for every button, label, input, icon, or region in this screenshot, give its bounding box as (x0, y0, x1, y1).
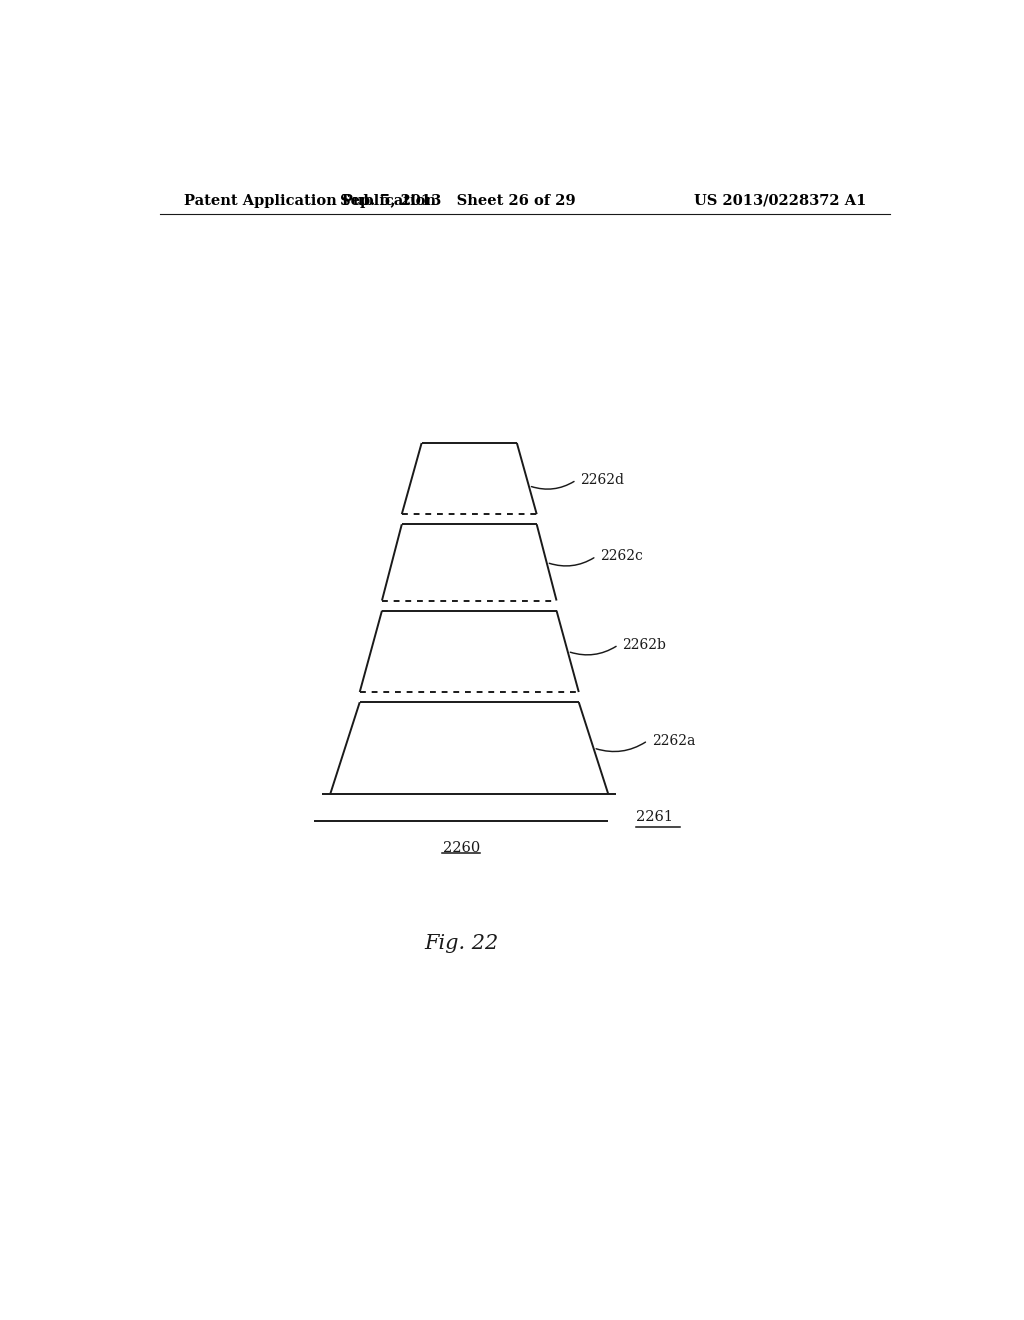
Text: 2261: 2261 (636, 810, 673, 824)
Text: Fig. 22: Fig. 22 (424, 933, 499, 953)
Text: 2262b: 2262b (623, 638, 667, 652)
Text: 2260: 2260 (442, 841, 480, 855)
Text: US 2013/0228372 A1: US 2013/0228372 A1 (693, 194, 866, 209)
Text: 2262d: 2262d (581, 473, 625, 487)
Text: Patent Application Publication: Patent Application Publication (183, 194, 435, 209)
Text: 2262c: 2262c (600, 549, 643, 564)
Text: 2262a: 2262a (652, 734, 695, 747)
Text: Sep. 5, 2013   Sheet 26 of 29: Sep. 5, 2013 Sheet 26 of 29 (340, 194, 575, 209)
